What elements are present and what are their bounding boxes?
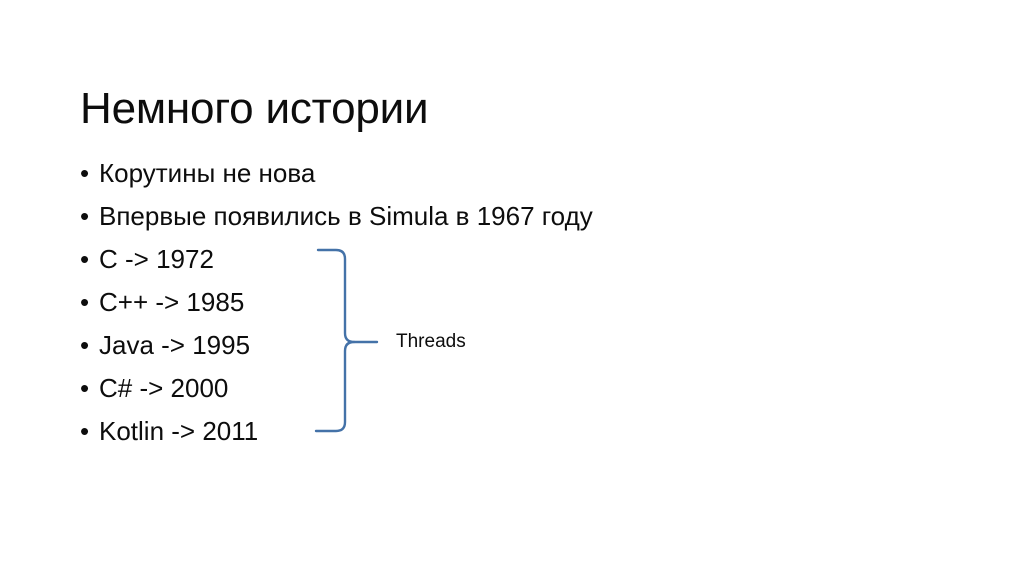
bullet-dot-icon: • [80, 330, 90, 360]
bullet-dot-icon: • [80, 158, 90, 188]
list-item-label: Впервые появились в Simula в 1967 году [99, 201, 593, 231]
bullet-dot-icon: • [80, 201, 90, 231]
list-item-label: Корутины не нова [99, 158, 316, 188]
slide-title: Немного истории [80, 84, 429, 134]
list-item: • Kotlin -> 2011 [80, 410, 700, 453]
bullet-list: • Корутины не нова • Впервые появились в… [80, 152, 700, 453]
list-item-label: Kotlin -> 2011 [99, 416, 259, 446]
list-item-label: C# -> 2000 [99, 373, 229, 403]
bullet-dot-icon: • [80, 373, 90, 403]
curly-brace-right-icon [310, 240, 390, 440]
list-item: • Java -> 1995 [80, 324, 700, 367]
list-item: • C# -> 2000 [80, 367, 700, 410]
list-item-label: C++ -> 1985 [99, 287, 245, 317]
bullet-dot-icon: • [80, 416, 90, 446]
list-item: • C -> 1972 [80, 238, 700, 281]
bullet-dot-icon: • [80, 244, 90, 274]
list-item: • Впервые появились в Simula в 1967 году [80, 195, 700, 238]
list-item-label: Java -> 1995 [99, 330, 251, 360]
bullet-dot-icon: • [80, 287, 90, 317]
list-item-label: C -> 1972 [99, 244, 214, 274]
annotation-label-threads: Threads [396, 331, 466, 352]
list-item: • Корутины не нова [80, 152, 700, 195]
list-item: • C++ -> 1985 [80, 281, 700, 324]
